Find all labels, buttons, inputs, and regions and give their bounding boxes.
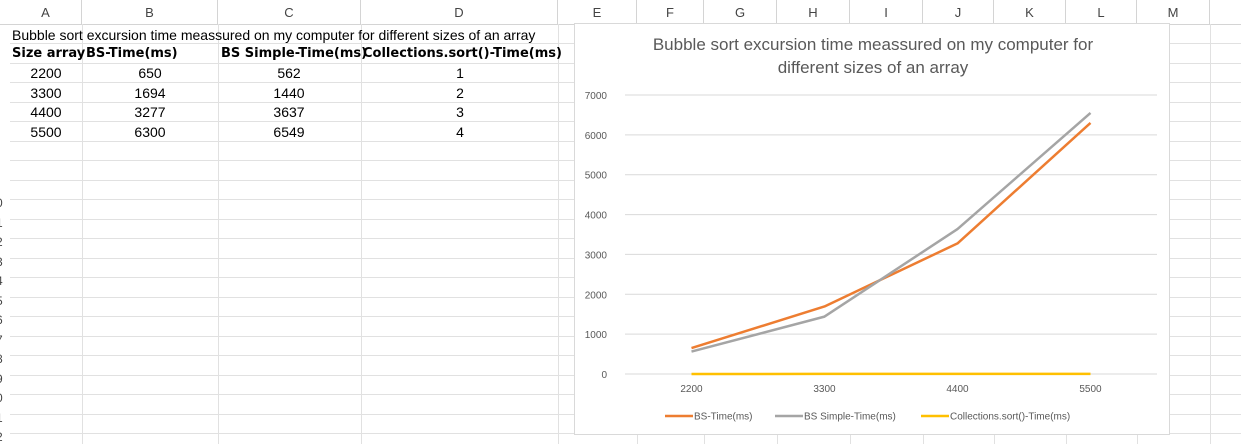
- data-cell[interactable]: 3277: [110, 102, 190, 121]
- header-collections-sort-time[interactable]: Collections.sort()-Time(ms): [363, 44, 562, 63]
- legend-entry: BS-Time(ms): [694, 412, 753, 423]
- data-cell[interactable]: 2: [420, 83, 500, 102]
- data-cell[interactable]: 3: [420, 102, 500, 121]
- column-header-i[interactable]: I: [850, 0, 923, 24]
- data-cell[interactable]: 3300: [6, 83, 86, 102]
- y-tick-label: 5000: [585, 171, 608, 182]
- grid-line-vertical: [558, 24, 559, 444]
- column-header-m[interactable]: M: [1137, 0, 1210, 24]
- column-header-g[interactable]: G: [704, 0, 777, 24]
- data-cell[interactable]: 6549: [249, 122, 329, 141]
- data-cell[interactable]: 3637: [249, 102, 329, 121]
- data-cell[interactable]: 4400: [6, 102, 86, 121]
- data-cell[interactable]: 2200: [6, 63, 86, 82]
- row-number[interactable]: 1: [0, 409, 6, 428]
- row-number[interactable]: 6: [0, 311, 6, 330]
- column-header-j[interactable]: J: [923, 0, 994, 24]
- column-header-c[interactable]: C: [218, 0, 361, 24]
- line-chart[interactable]: Bubble sort excursion time meassured on …: [574, 23, 1170, 435]
- row-number[interactable]: 9: [0, 370, 6, 389]
- y-tick-label: 2000: [585, 290, 608, 301]
- x-tick-label: 2200: [680, 384, 703, 395]
- column-header-k[interactable]: K: [994, 0, 1066, 24]
- row-number[interactable]: 7: [0, 331, 6, 350]
- column-header-b[interactable]: B: [82, 0, 218, 24]
- x-tick-label: 4400: [946, 384, 969, 395]
- y-tick-label: 0: [601, 370, 607, 381]
- data-cell[interactable]: 562: [249, 63, 329, 82]
- column-header-d[interactable]: D: [361, 0, 558, 24]
- row-number[interactable]: 3: [0, 253, 6, 272]
- series-line-1: [692, 123, 1091, 348]
- row-number[interactable]: 1: [0, 214, 6, 233]
- grid-line-vertical: [218, 24, 219, 444]
- data-cell[interactable]: 650: [110, 63, 190, 82]
- series-line-2: [692, 113, 1091, 352]
- sheet-title-cell[interactable]: Bubble sort excursion time meassured on …: [12, 25, 535, 44]
- data-cell[interactable]: 1440: [249, 83, 329, 102]
- header-bs-simple-time[interactable]: BS Simple-Time(ms): [221, 44, 367, 63]
- x-tick-label: 5500: [1079, 384, 1102, 395]
- column-header-f[interactable]: F: [637, 0, 704, 24]
- column-header-l[interactable]: L: [1066, 0, 1137, 24]
- data-cell[interactable]: 6300: [110, 122, 190, 141]
- grid-line-vertical: [1210, 24, 1211, 444]
- column-header-h[interactable]: H: [777, 0, 850, 24]
- legend-entry: Collections.sort()-Time(ms): [950, 412, 1070, 423]
- x-tick-label: 3300: [813, 384, 836, 395]
- y-tick-label: 1000: [585, 330, 608, 341]
- header-size-array[interactable]: Size array: [12, 44, 85, 63]
- row-number[interactable]: 4: [0, 272, 6, 291]
- data-cell[interactable]: 1: [420, 63, 500, 82]
- data-cell[interactable]: 5500: [6, 122, 86, 141]
- data-cell[interactable]: 4: [420, 122, 500, 141]
- y-tick-label: 7000: [585, 91, 608, 102]
- legend-entry: BS Simple-Time(ms): [804, 412, 896, 423]
- y-tick-label: 4000: [585, 211, 608, 222]
- row-number[interactable]: 2: [0, 233, 6, 252]
- y-tick-label: 6000: [585, 131, 608, 142]
- column-header-e[interactable]: E: [558, 0, 637, 24]
- header-bs-time[interactable]: BS-Time(ms): [86, 44, 178, 63]
- row-number[interactable]: 0: [0, 194, 6, 213]
- chart-plot: 0 1000 2000 3000 4000 5000 6000 7000 2200 3300 440…: [575, 24, 1169, 434]
- y-tick-label: 3000: [585, 250, 608, 261]
- row-number[interactable]: 5: [0, 292, 6, 311]
- data-cell[interactable]: 1694: [110, 83, 190, 102]
- row-number[interactable]: 2: [0, 428, 6, 447]
- row-number[interactable]: 0: [0, 389, 6, 408]
- row-number[interactable]: 8: [0, 350, 6, 369]
- grid-line-vertical: [361, 24, 362, 444]
- column-header-a[interactable]: A: [10, 0, 82, 24]
